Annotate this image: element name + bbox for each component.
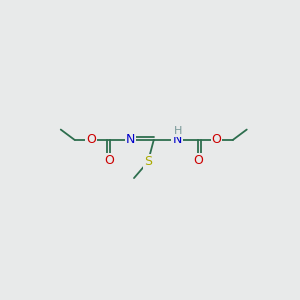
Text: S: S	[144, 155, 152, 168]
Text: N: N	[126, 134, 135, 146]
Text: O: O	[86, 134, 96, 146]
Text: O: O	[212, 134, 221, 146]
Text: H: H	[174, 126, 182, 136]
Text: N: N	[172, 134, 182, 146]
Text: O: O	[105, 154, 115, 167]
Text: O: O	[193, 154, 203, 167]
